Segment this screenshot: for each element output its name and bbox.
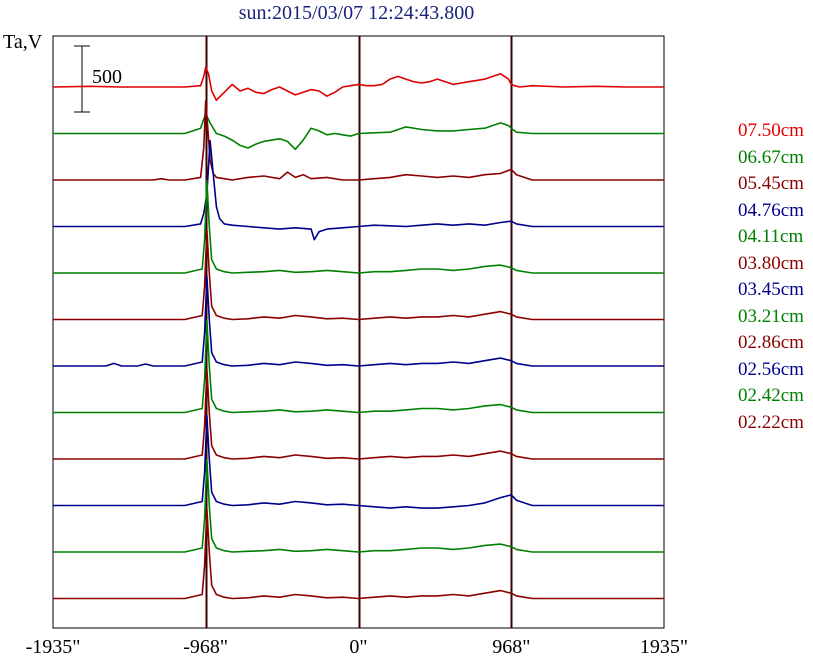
chart-title: sun:2015/03/07 12:24:43.800 [238, 2, 475, 24]
series-line-04.11cm [53, 179, 664, 274]
scale-bar-label: 500 [92, 66, 122, 88]
series-line-05.45cm [53, 100, 664, 181]
x-tick-label: 1935" [639, 636, 689, 658]
series-line-07.50cm [52, 66, 664, 101]
x-tick-label: 968" [492, 636, 531, 658]
scale-bar [74, 45, 90, 113]
legend-item: 02.56cm [738, 358, 804, 380]
x-tick-label: 0" [349, 636, 368, 658]
legend-item: 07.50cm [738, 120, 804, 141]
legend-item: 04.76cm [738, 199, 804, 221]
series-line-03.45cm [53, 275, 664, 367]
legend-item: 06.67cm [738, 146, 804, 168]
y-axis-label: Ta,V [3, 31, 43, 53]
series-lines [52, 66, 664, 600]
legend-item: 05.45cm [738, 173, 804, 194]
series-line-02.86cm [53, 368, 664, 460]
x-tick-label: -968" [183, 636, 229, 658]
series-line-02.42cm [53, 458, 664, 553]
legend-item: 02.22cm [738, 411, 804, 433]
series-line-04.76cm [53, 139, 664, 241]
legend-item: 04.11cm [738, 226, 804, 247]
series-line-03.21cm [53, 319, 664, 414]
series-line-06.67cm [53, 112, 664, 151]
x-tick-label: -1935" [25, 636, 81, 658]
series-line-03.80cm [53, 228, 664, 321]
legend: 07.50cm 06.67cm 05.45cm 04.76cm 04.11cm 03.80… [738, 118, 804, 436]
legend-item: 02.42cm [738, 385, 804, 406]
series-line-02.22cm [53, 507, 664, 600]
reference-lines [205, 36, 513, 628]
legend-item: 03.80cm [738, 252, 804, 274]
legend-item: 03.21cm [738, 305, 804, 327]
series-line-02.56cm [53, 414, 664, 509]
legend-item: 02.86cm [738, 332, 804, 353]
legend-item: 03.45cm [738, 279, 804, 300]
